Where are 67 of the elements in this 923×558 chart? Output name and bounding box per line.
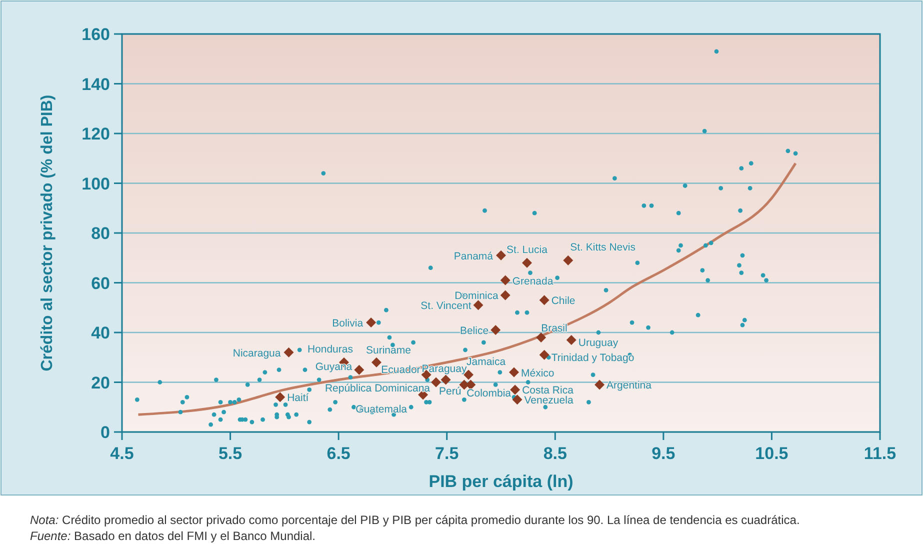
annotation: Jamaica [466,356,506,368]
y-axis-title: Crédito al sector privado (% del PIB) [39,94,56,372]
annotation: Argentina [606,380,652,392]
annotation: Nicaragua [232,347,281,360]
annotation: Paraguay [422,362,468,375]
annotation: Haití [287,392,309,404]
y-tick-label: 160 [82,25,110,44]
annotation: República Dominicana [324,382,430,394]
annotation: Guyana [315,360,352,373]
y-tick-label: 0 [100,423,110,442]
point [539,295,550,306]
annotation: Colombia [466,388,512,400]
annotation: Chile [551,295,576,308]
x-tick-label: 9.5 [652,444,676,463]
point [539,350,550,360]
y-tick-label: 140 [82,74,110,94]
point [566,334,576,345]
point [371,357,382,368]
x-tick-label: 7.5 [435,444,459,463]
x-axis-title: PIB per cápita (ln) [428,472,574,491]
source-note: Fuente: Basado en datos del FMI y el Banco Mundial. [30,529,316,543]
point [508,367,519,378]
point [500,290,510,300]
x-tick-label: 10.5 [755,444,788,463]
point [490,325,501,336]
point [496,250,506,260]
annotation: Honduras [307,343,353,356]
y-tick-label: 20 [91,373,110,392]
annotation: Perú [438,386,462,398]
point [536,332,546,342]
annotation: Bolivia [332,318,364,330]
x-tick-label: 6.5 [326,444,350,463]
point [354,364,364,375]
point [440,374,451,385]
y-tick-label: 120 [82,124,110,144]
x-tick-label: 8.5 [543,444,567,463]
annotation: Trinidad y Tobago [551,352,634,364]
point [594,380,605,390]
x-tick-label: 4.5 [110,444,134,463]
point [510,384,520,395]
point [473,300,484,310]
point [431,377,442,388]
annotation: México [520,367,554,380]
point [512,394,522,405]
point [563,255,574,266]
annotation: Dominica [454,290,498,302]
x-tick-label: 11.5 [864,444,896,463]
annotation: Venezuela [524,394,574,407]
annotation: Costa Rica [522,384,574,397]
x-tick-label: 5.5 [218,444,242,463]
annotation: Panamá [454,250,494,262]
point [275,392,286,402]
point [522,258,532,268]
annotation: Uruguay [578,336,619,349]
point [366,318,376,328]
point [500,275,510,286]
y-tick-label: 40 [91,324,110,342]
annotation: St. Kitts Nevis [570,241,636,254]
line-series [136,162,797,416]
annotation: St. Lucia [506,244,548,256]
text: Nota: Crédito promedio al sector privado como porcentaje del PIB y PIB per cápita promedio durante los 90. La línea de tendencia es cuadrática. [30,513,800,527]
point [284,347,294,358]
y-tick-label: 60 [91,274,110,293]
y-tick-label: 80 [91,224,110,243]
y-tick-label: 100 [82,174,110,194]
annotation: Suriname [366,344,412,356]
annotation: St. Vincent [420,300,472,312]
